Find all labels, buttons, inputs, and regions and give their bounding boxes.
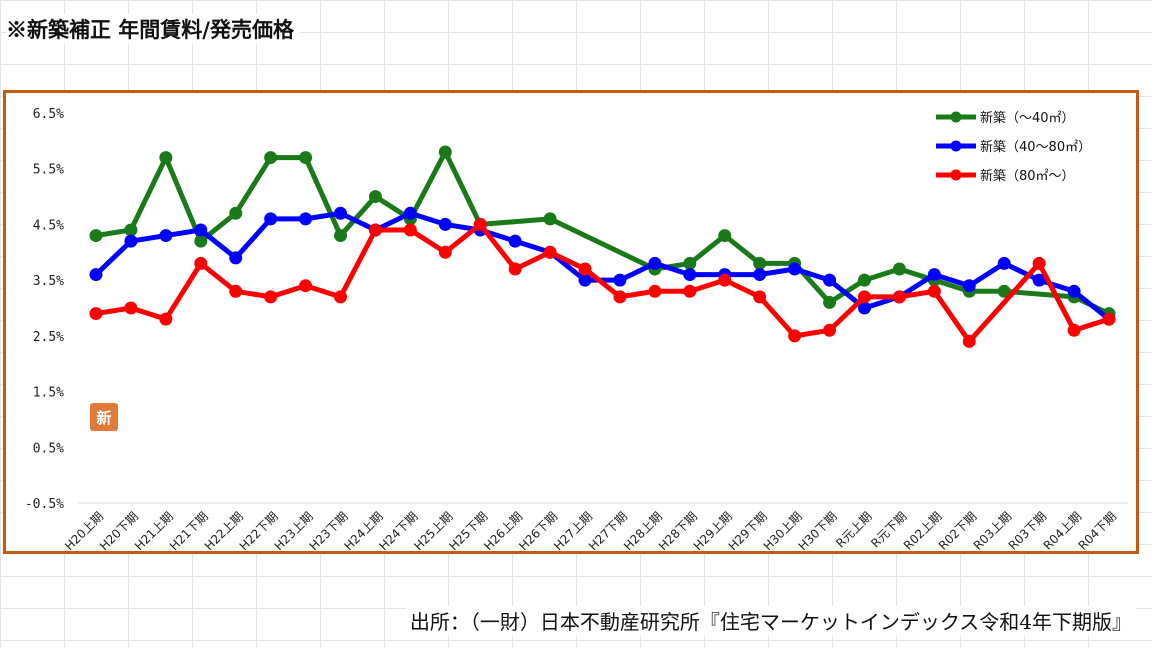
- data-point: [823, 273, 837, 287]
- data-point: [299, 279, 313, 293]
- data-point: [1102, 312, 1116, 326]
- data-point: [334, 290, 348, 304]
- y-tick-label: 2.5%: [33, 330, 64, 345]
- data-point: [124, 234, 138, 248]
- chart-frame: 6.5% 5.5% 4.5% 3.5% 2.5% 1.5% 0.5% -0.5% H20上期 H2…: [3, 90, 1139, 554]
- y-tick-label: 5.5%: [33, 163, 64, 178]
- data-point: [229, 251, 243, 265]
- legend-marker: [950, 140, 962, 152]
- data-point: [788, 262, 802, 276]
- data-point: [89, 307, 103, 321]
- x-tick-label: R04下期: [1076, 509, 1120, 551]
- data-point: [403, 206, 417, 220]
- data-point: [89, 229, 103, 243]
- data-point: [1032, 273, 1046, 287]
- new-badge: [90, 403, 118, 431]
- data-point: [718, 273, 732, 287]
- data-point: [334, 206, 348, 220]
- data-point: [892, 262, 906, 276]
- data-point: [124, 223, 138, 237]
- y-tick-label: -0.5%: [25, 497, 64, 512]
- data-point: [962, 279, 976, 293]
- data-point: [857, 273, 871, 287]
- data-point: [159, 312, 173, 326]
- y-tick-label: 4.5%: [33, 218, 64, 233]
- page-title: ※新築補正 年間賃料/発売価格: [6, 14, 300, 44]
- data-point: [997, 284, 1011, 298]
- y-tick-label: 1.5%: [33, 386, 64, 401]
- data-point: [403, 223, 417, 237]
- data-point: [194, 223, 208, 237]
- data-point: [892, 290, 906, 304]
- data-point: [264, 290, 278, 304]
- data-point: [648, 284, 662, 298]
- data-point: [194, 234, 208, 248]
- data-point: [1067, 284, 1081, 298]
- line-chart: 6.5%5.5%4.5%3.5%2.5%1.5%0.5%-0.5%H20上期H2…: [25, 107, 1128, 551]
- data-point: [962, 334, 976, 348]
- data-point: [124, 301, 138, 315]
- data-point: [683, 256, 697, 270]
- data-point: [368, 223, 382, 237]
- data-point: [997, 256, 1011, 270]
- y-tick-label: 6.5%: [33, 107, 64, 122]
- data-point: [299, 212, 313, 226]
- data-point: [823, 295, 837, 309]
- x-tick-label: R元上期: [833, 509, 874, 550]
- y-tick-label: 0.5%: [33, 441, 64, 456]
- data-point: [753, 268, 767, 282]
- new-badge-text: 新: [96, 409, 111, 427]
- data-point: [438, 217, 452, 231]
- data-point: [229, 284, 243, 298]
- data-point: [1067, 323, 1081, 337]
- data-point: [438, 245, 452, 259]
- data-point: [613, 273, 627, 287]
- data-point: [543, 245, 557, 259]
- data-point: [857, 301, 871, 315]
- data-point: [753, 256, 767, 270]
- data-point: [823, 323, 837, 337]
- data-point: [1032, 256, 1046, 270]
- series-line-2: [93, 210, 1112, 322]
- data-point: [543, 212, 557, 226]
- y-tick-label: 3.5%: [33, 274, 64, 289]
- data-point: [473, 217, 487, 231]
- legend-marker: [950, 169, 962, 181]
- data-point: [438, 145, 452, 159]
- data-point: [264, 151, 278, 165]
- data-point: [648, 256, 662, 270]
- legend-label: 新築（～40㎡）: [980, 110, 1075, 126]
- data-point: [683, 268, 697, 282]
- x-tick-label: H30下期: [796, 509, 840, 551]
- data-point: [613, 290, 627, 304]
- data-point: [299, 151, 313, 165]
- data-point: [368, 190, 382, 204]
- data-point: [229, 206, 243, 220]
- data-point: [857, 290, 871, 304]
- data-point: [753, 290, 767, 304]
- data-point: [159, 229, 173, 243]
- data-point: [927, 284, 941, 298]
- legend-marker: [950, 111, 962, 123]
- legend-label: 新築（40～80㎡）: [980, 139, 1091, 155]
- data-point: [194, 256, 208, 270]
- source-note: 出所：（一財）日本不動産研究所『住宅マーケットインデックス令和4年下期版』: [405, 606, 1136, 635]
- data-point: [508, 234, 522, 248]
- data-point: [264, 212, 278, 226]
- data-point: [578, 262, 592, 276]
- data-point: [508, 262, 522, 276]
- data-point: [159, 151, 173, 165]
- legend-label: 新築（80㎡～）: [980, 168, 1075, 184]
- data-point: [683, 284, 697, 298]
- data-point: [578, 273, 592, 287]
- data-point: [788, 329, 802, 343]
- data-point: [927, 268, 941, 282]
- data-point: [334, 229, 348, 243]
- data-point: [718, 229, 732, 243]
- data-point: [89, 268, 103, 282]
